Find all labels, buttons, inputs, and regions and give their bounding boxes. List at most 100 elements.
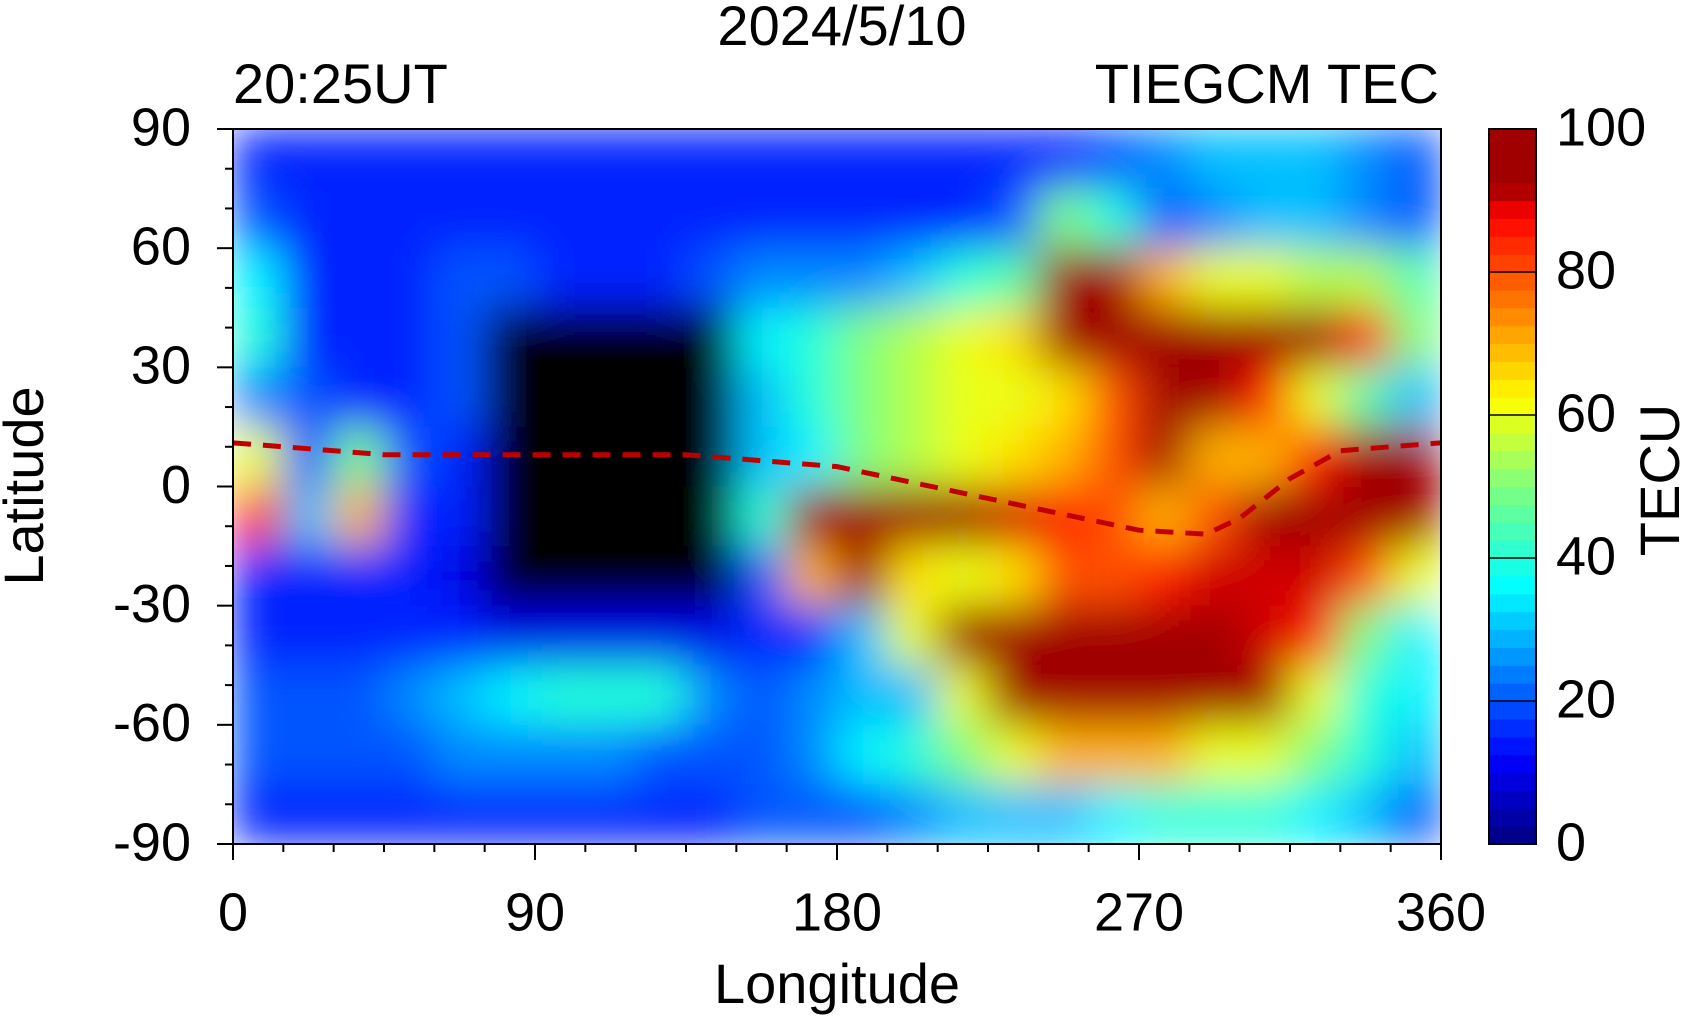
heat-cell [333,784,385,844]
x-tick-label: 180 [792,882,882,942]
heat-cell [283,486,335,547]
heat-cell [434,248,486,309]
heat-cell [887,188,939,249]
heat-cell [233,486,284,547]
heat-cell [1189,665,1241,726]
heat-cell [1189,188,1241,249]
heat-cell [1088,724,1140,785]
heat-cell [1189,426,1241,487]
heat-cell [434,367,486,428]
heat-cell [1189,129,1241,190]
colorbar-tick-label: 40 [1556,526,1616,586]
heat-cell [937,188,989,249]
heat-cell [1239,248,1291,309]
heat-cell [283,605,335,666]
heat-cell [333,248,385,309]
heat-cell [837,665,888,726]
heat-cell [1390,129,1441,190]
x-tick-label: 270 [1094,882,1184,942]
colorbar-step [1489,361,1536,380]
heat-cell [384,307,435,368]
heat-cell [233,248,284,309]
colorbar-step [1489,522,1536,541]
colorbar-step [1489,218,1536,237]
heat-cell [535,129,586,190]
no-data-cell [635,546,687,607]
heat-cell [1239,546,1291,607]
heat-cell [585,248,637,309]
colorbar-step [1489,593,1536,613]
heat-cell [937,724,989,785]
heat-cell [635,784,687,844]
heat-cell [535,665,586,726]
no-data-cell [585,546,637,607]
heat-cell [434,605,486,666]
y-tick-label: 30 [131,336,191,396]
heat-cell [1390,426,1441,487]
heat-cell [585,724,637,785]
heat-cell [535,724,586,785]
heat-cell [736,248,788,309]
heat-cell [384,367,435,428]
heat-cell [1038,367,1090,428]
heat-cell [1290,546,1341,607]
colorbar-step [1489,790,1536,809]
heat-cell [283,665,335,726]
heat-cell [1290,248,1341,309]
heat-cell [233,784,284,844]
heat-cell [686,248,737,309]
heat-cell [1038,426,1090,487]
heat-cell [786,665,838,726]
colorbar-step [1489,397,1536,416]
colorbar-step [1489,718,1536,738]
heat-cell [1390,784,1441,844]
heat-cell [1088,367,1140,428]
heat-cell [585,605,637,666]
heat-cell [384,248,435,309]
heat-cell [283,307,335,368]
heat-cell [635,248,687,309]
heat-cell [988,724,1039,785]
heat-cell [233,188,284,249]
heat-cell [786,129,838,190]
heat-cell [1340,724,1392,785]
heat-cell [635,605,687,666]
heat-cell [988,665,1039,726]
heat-cell [233,367,284,428]
heat-cell [1088,248,1140,309]
heat-cell [434,784,486,844]
heat-cell [837,784,888,844]
heat-cell [1139,188,1190,249]
heat-cell [937,248,989,309]
heat-cell [1088,307,1140,368]
heat-cell [333,367,385,428]
heat-cell [837,248,888,309]
heat-cell [434,129,486,190]
heat-cell [988,367,1039,428]
heat-cell [1088,426,1140,487]
no-data-cell [635,367,687,428]
heat-cell [837,426,888,487]
heat-cell [1088,188,1140,249]
heat-cell [1189,307,1241,368]
heat-cell [484,724,536,785]
heat-cell [1390,724,1441,785]
heat-cell [937,605,989,666]
no-data-cell [484,307,536,368]
x-tick-label: 90 [505,882,565,942]
heat-cell [988,605,1039,666]
colorbar-tick-label: 60 [1556,383,1616,443]
no-data-cell [484,486,536,547]
colorbar-step [1489,754,1536,774]
heat-cell [837,188,888,249]
heat-cell [283,248,335,309]
heat-cell [1139,605,1190,666]
heat-cell [1038,188,1090,249]
heat-cell [585,188,637,249]
heat-cell [786,248,838,309]
heat-cell [786,188,838,249]
heat-cell [1088,665,1140,726]
colorbar-step [1489,629,1536,648]
heat-cell [988,129,1039,190]
